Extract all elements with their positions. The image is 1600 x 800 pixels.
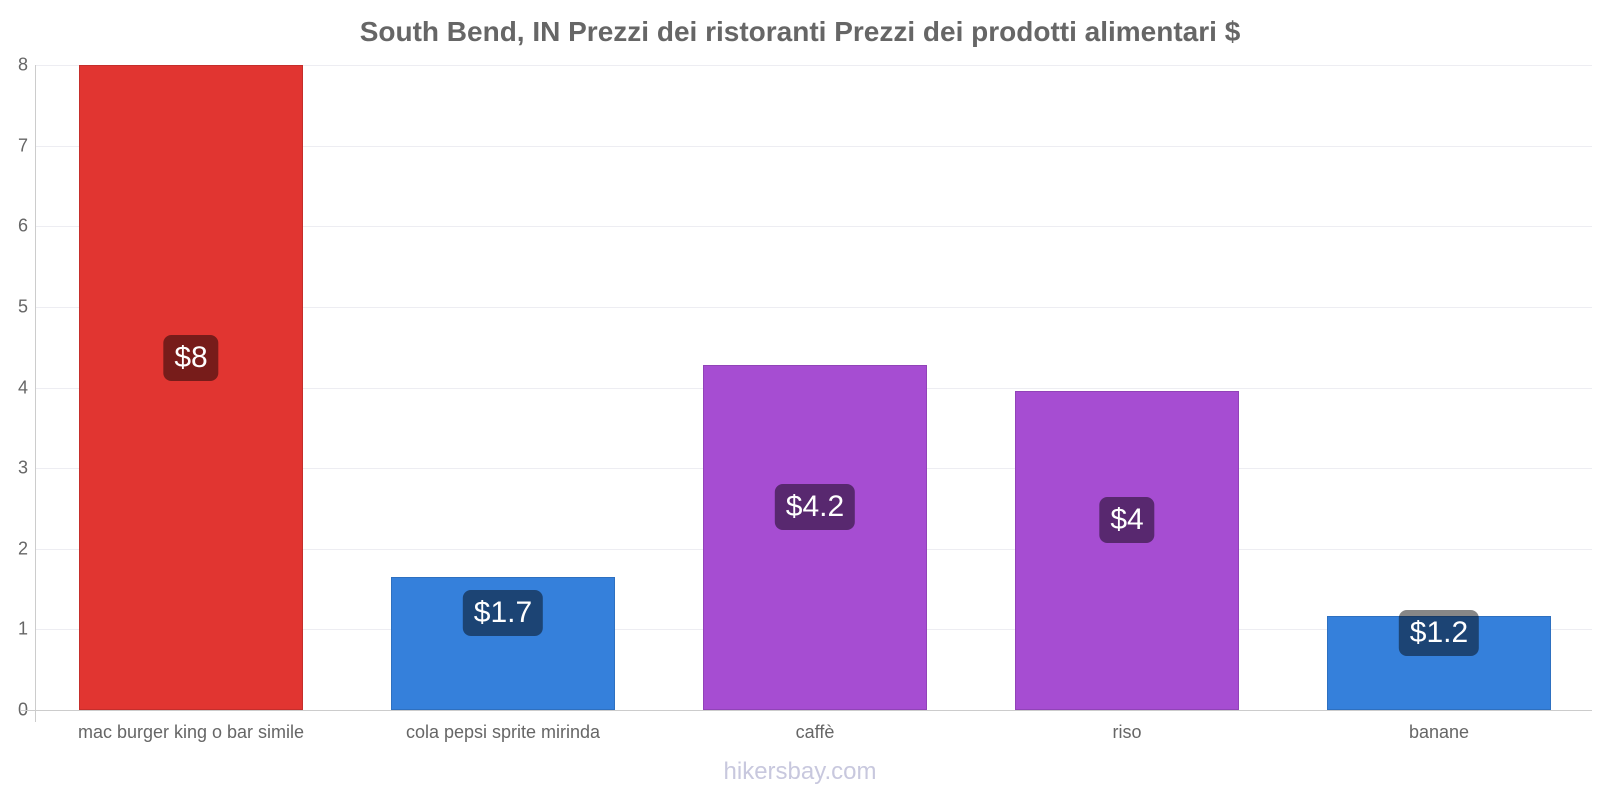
y-tick-label: 7 [17, 135, 28, 156]
y-axis-line [35, 65, 36, 722]
y-tick-label: 3 [17, 457, 28, 478]
x-axis-line [20, 710, 1592, 711]
x-tick-label: cola pepsi sprite mirinda [405, 722, 601, 742]
bar-value-label: $4 [1099, 497, 1155, 544]
y-tick-label: 5 [17, 296, 28, 317]
chart-title: South Bend, IN Prezzi dei ristoranti Pre… [359, 16, 1241, 47]
bar-caffè[interactable] [703, 364, 927, 710]
bar-riso[interactable] [1015, 390, 1239, 710]
x-tick-label: mac burger king o bar simile [77, 722, 305, 742]
y-tick-label: 0 [0, 700, 28, 721]
bar-value-label: $1.2 [1398, 609, 1480, 656]
bar-cola-pepsi-sprite-mirinda[interactable] [391, 576, 615, 710]
bar-banane[interactable] [1327, 615, 1551, 710]
gridline [36, 145, 1592, 147]
y-tick-label: 2 [17, 538, 28, 559]
gridline [36, 306, 1592, 308]
bar-value-label: $4.2 [774, 484, 856, 531]
y-tick-label: 8 [17, 54, 28, 75]
gridline [36, 226, 1592, 228]
bar-value-label: $8 [163, 334, 219, 381]
y-tick-label: 4 [17, 377, 28, 397]
y-tick-label: 1 [17, 618, 28, 639]
x-tick-label: caffè [795, 722, 835, 742]
y-tick-label: 6 [17, 215, 28, 236]
x-tick-label: banane [1408, 722, 1470, 742]
x-tick-label: riso [1112, 722, 1142, 742]
watermark-link[interactable]: hikersbay.com [723, 758, 877, 785]
bar-value-label: $1.7 [462, 590, 544, 637]
bar-mac-burger-king-o-bar-simile[interactable] [79, 65, 303, 710]
gridline [36, 65, 1592, 66]
